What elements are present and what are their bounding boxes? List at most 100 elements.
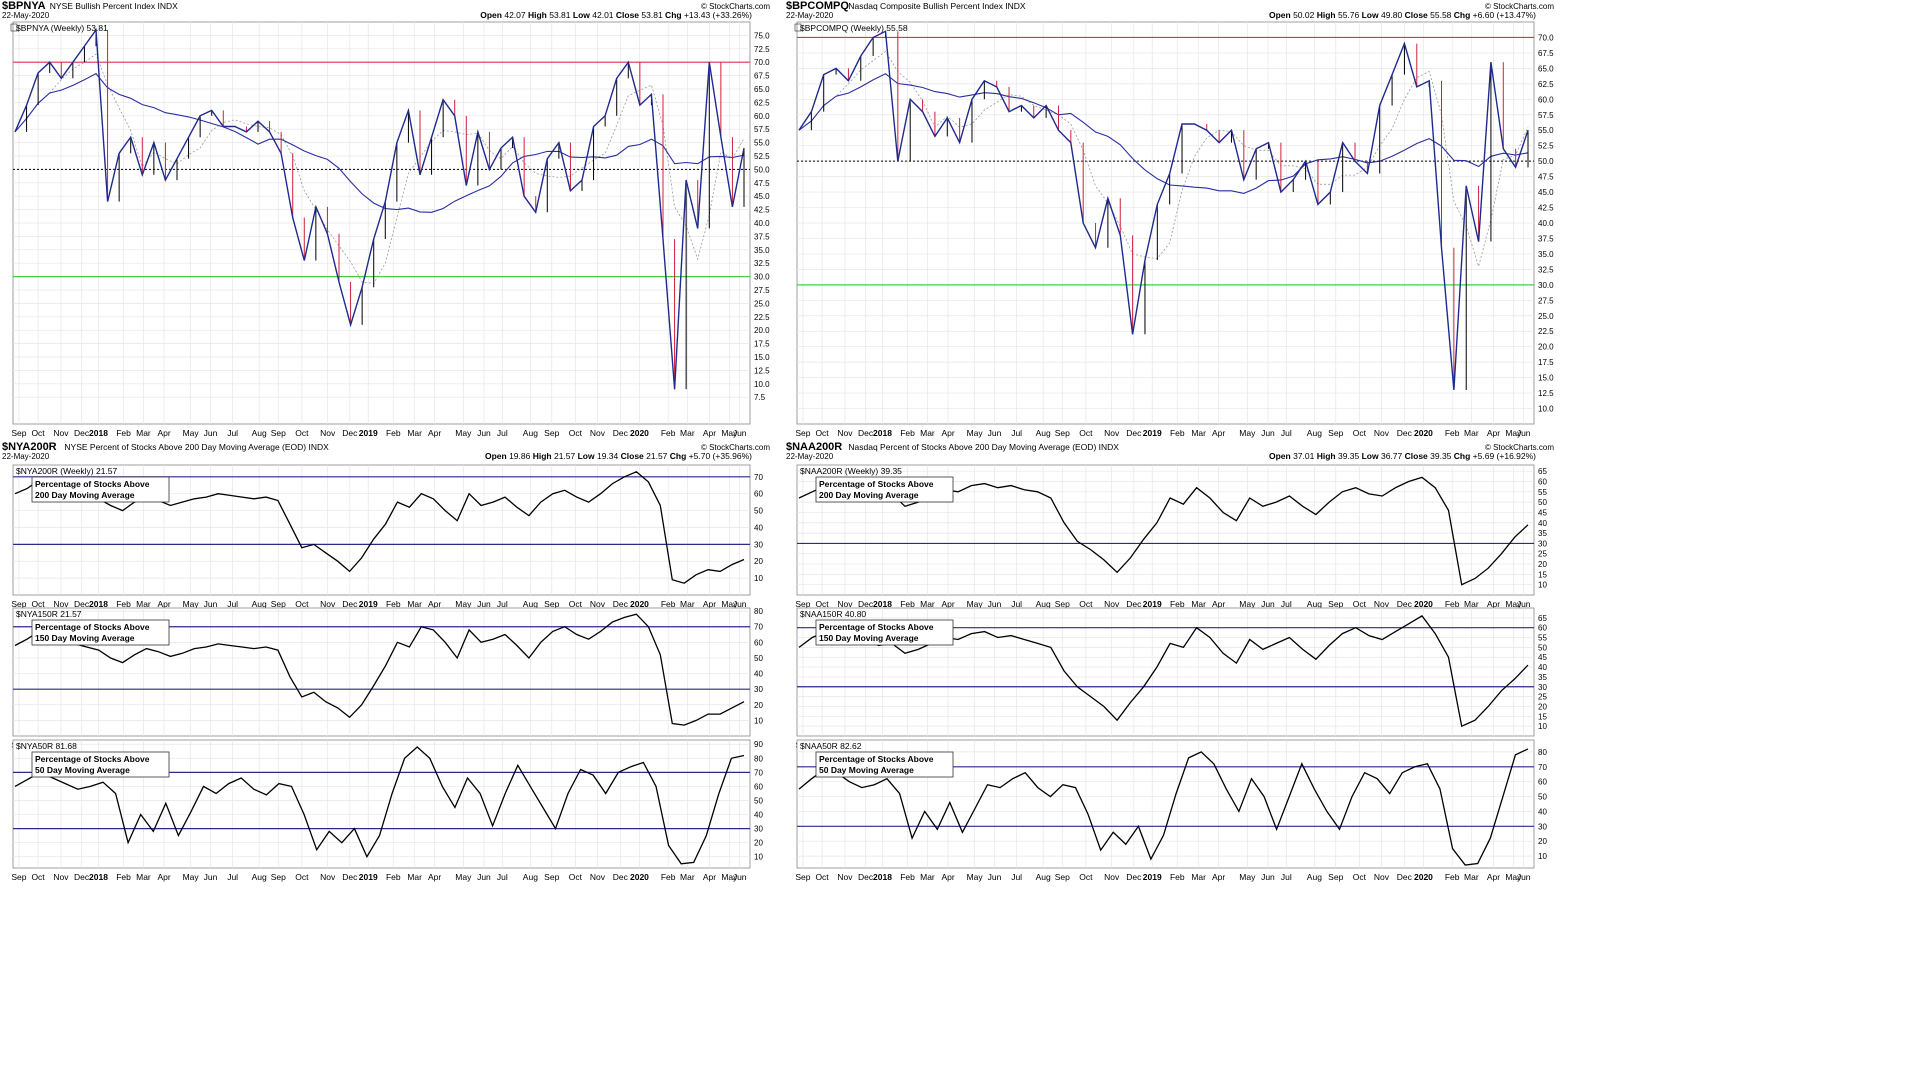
x-tick-label: Mar: [1464, 872, 1479, 882]
ohlc-readout: Open 50.02 High 55.76 Low 49.80 Close 55…: [1269, 10, 1536, 20]
series-line: [14, 746, 745, 865]
y-tick-label: 60: [1538, 778, 1547, 787]
y-tick-label: 67.5: [754, 72, 770, 81]
y-tick-label: 35.0: [754, 246, 770, 255]
ohlc-key: High: [1314, 10, 1338, 20]
x-tick-label: 2018: [873, 599, 892, 609]
series-legend: $NAA200R (Weekly) 39.35: [800, 466, 902, 476]
ohlc-value: +5.70 (+35.96%): [689, 451, 752, 461]
x-tick-label: Aug: [1307, 872, 1322, 882]
x-tick-label: Aug: [523, 872, 538, 882]
chart-description: Nasdaq Composite Bullish Percent Index I…: [848, 1, 1025, 11]
y-tick-label: 50.0: [1538, 157, 1554, 166]
y-tick-label: 7.5: [754, 393, 766, 402]
x-tick-label: Nov: [53, 872, 69, 882]
x-tick-label: Dec: [74, 872, 90, 882]
y-tick-label: 30: [754, 825, 763, 834]
ohlc-value: 53.81: [549, 10, 571, 20]
x-tick-label: Apr: [1212, 599, 1225, 609]
ohlc-value: 50.02: [1293, 10, 1315, 20]
y-tick-label: 10: [1538, 852, 1547, 861]
y-tick-label: 15.0: [754, 353, 770, 362]
x-tick-label: Sep: [795, 428, 810, 438]
x-tick-label: 2020: [630, 599, 649, 609]
x-tick-label: Dec: [1126, 599, 1142, 609]
y-tick-label: 50: [1538, 643, 1547, 652]
y-tick-label: 37.5: [754, 232, 770, 241]
y-tick-label: 47.5: [1538, 173, 1554, 182]
y-tick-label: 32.5: [1538, 265, 1554, 274]
x-tick-label: Nov: [1104, 599, 1120, 609]
x-tick-label: 2018: [873, 428, 892, 438]
x-tick-label: Aug: [523, 599, 538, 609]
x-tick-label: Oct: [1079, 872, 1093, 882]
ohlc-value: +5.69 (+16.92%): [1473, 451, 1536, 461]
x-tick-label: Mar: [680, 428, 695, 438]
x-tick-label: Aug: [1307, 599, 1322, 609]
y-tick-label: 22.5: [754, 313, 770, 322]
y-tick-label: 55: [1538, 634, 1547, 643]
x-tick-label: Apr: [941, 872, 954, 882]
y-tick-label: 20: [754, 701, 763, 710]
ohlc-key: High: [1314, 451, 1338, 461]
annotation-box: [31, 751, 170, 778]
x-tick-label: 2019: [359, 599, 378, 609]
x-tick-label: Jul: [1011, 872, 1022, 882]
x-tick-label: May: [455, 599, 472, 609]
annotation-line: Percentage of Stocks Above: [35, 622, 150, 632]
x-tick-label: May: [183, 872, 200, 882]
x-tick-label: Dec: [74, 599, 90, 609]
long-moving-average: [14, 72, 745, 213]
y-tick-label: 60: [754, 638, 763, 647]
y-tick-label: 45.0: [1538, 188, 1554, 197]
ohlc-readout: Open 42.07 High 53.81 Low 42.01 Close 53…: [480, 10, 752, 20]
x-tick-label: Oct: [569, 872, 583, 882]
x-tick-label: Apr: [1487, 599, 1500, 609]
y-tick-label: 65: [1538, 614, 1547, 623]
x-tick-label: Jun: [204, 428, 218, 438]
y-tick-label: 57.5: [754, 125, 770, 134]
x-tick-label: Sep: [271, 599, 286, 609]
series-line: [14, 613, 745, 726]
y-tick-label: 70: [754, 768, 763, 777]
x-tick-label: Sep: [795, 599, 810, 609]
x-tick-label: Sep: [1328, 428, 1343, 438]
annotation-line: 200 Day Moving Average: [35, 490, 135, 500]
x-tick-label: Jun: [477, 872, 491, 882]
y-tick-label: 10: [1538, 581, 1547, 590]
x-tick-label: Sep: [271, 428, 286, 438]
chart-canvas: $BPNYA NYSE Bullish Percent Index INDX © S…: [2, 0, 1554, 882]
y-tick-label: 40: [1538, 663, 1547, 672]
y-tick-label: 30.0: [754, 273, 770, 282]
y-tick-label: 67.5: [1538, 49, 1554, 58]
x-tick-label: Apr: [941, 428, 954, 438]
x-tick-label: Oct: [1353, 599, 1367, 609]
x-tick-label: Sep: [11, 599, 26, 609]
y-tick-label: 55.0: [1538, 126, 1554, 135]
x-tick-label: Sep: [1055, 599, 1070, 609]
series-line: [798, 615, 1529, 728]
panel-nya150r: 10 20 30 40 50 60 70 80 $NYA150R 21.57 Percentage…: [11, 607, 763, 750]
x-tick-label: Mar: [1464, 599, 1479, 609]
series-legend: $NYA200R (Weekly) 21.57: [16, 466, 118, 476]
ohlc-key: Chg: [1451, 451, 1472, 461]
x-tick-label: Nov: [590, 428, 606, 438]
y-tick-label: 37.5: [1538, 234, 1554, 243]
x-tick-label: Mar: [1191, 599, 1206, 609]
x-tick-label: Jul: [497, 428, 508, 438]
y-tick-label: 50: [754, 796, 763, 805]
y-tick-label: 25.0: [1538, 312, 1554, 321]
x-tick-label: Jun: [1517, 872, 1531, 882]
y-tick-label: 60: [1538, 478, 1547, 487]
y-tick-label: 25: [1538, 550, 1547, 559]
x-tick-label: Nov: [320, 599, 336, 609]
x-tick-label: Aug: [523, 428, 538, 438]
x-tick-label: Jun: [477, 599, 491, 609]
series-legend: $NYA150R 21.57: [16, 609, 82, 619]
y-tick-label: 20: [1538, 702, 1547, 711]
y-tick-label: 10.0: [754, 380, 770, 389]
y-tick-label: 50.0: [754, 165, 770, 174]
ohlc-value: 49.80: [1381, 10, 1403, 20]
x-tick-label: Apr: [703, 428, 716, 438]
x-tick-label: Oct: [31, 428, 45, 438]
